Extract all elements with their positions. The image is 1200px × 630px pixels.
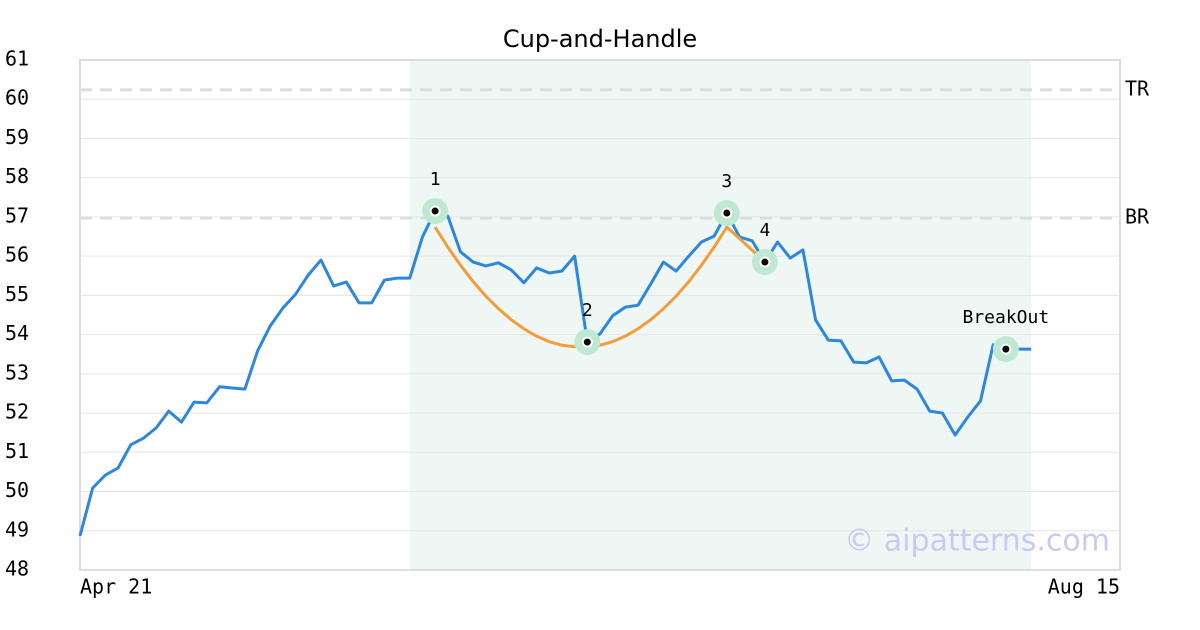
x-tick-label: Apr 21 xyxy=(80,575,152,599)
plot-frame xyxy=(79,59,1121,571)
watermark: © aipatterns.com xyxy=(844,524,1110,559)
reference-label: BR xyxy=(1125,205,1150,229)
y-tick-label: 61 xyxy=(5,47,29,71)
point-label: BreakOut xyxy=(963,307,1050,328)
highlight-region xyxy=(409,60,1032,570)
point-label: 1 xyxy=(430,169,441,190)
y-tick-label: 58 xyxy=(5,164,29,188)
point-marker xyxy=(1000,343,1012,355)
y-tick-label: 50 xyxy=(5,478,29,502)
reference-label: TR xyxy=(1125,76,1150,100)
chart-title: Cup-and-Handle xyxy=(503,25,697,53)
y-tick-label: 54 xyxy=(5,321,29,345)
y-tick-label: 59 xyxy=(5,125,29,149)
y-tick-label: 48 xyxy=(5,557,29,581)
y-tick-label: 53 xyxy=(5,360,29,384)
y-tick-label: 55 xyxy=(5,282,29,306)
point-marker xyxy=(759,256,771,268)
series-line xyxy=(78,209,1032,537)
y-tick-label: 56 xyxy=(5,243,29,267)
y-tick-label: 52 xyxy=(5,400,29,424)
series-line xyxy=(433,225,766,349)
point-label: 2 xyxy=(582,300,593,321)
y-tick-label: 51 xyxy=(5,439,29,463)
y-tick-label: 49 xyxy=(5,517,29,541)
point-marker xyxy=(721,207,733,219)
x-tick-label: Aug 15 xyxy=(1048,575,1120,599)
point-marker xyxy=(581,336,593,348)
point-marker xyxy=(429,205,441,217)
y-tick-label: 57 xyxy=(5,203,29,227)
y-tick-label: 60 xyxy=(5,86,29,110)
point-label: 4 xyxy=(759,220,770,241)
point-label: 3 xyxy=(721,171,732,192)
